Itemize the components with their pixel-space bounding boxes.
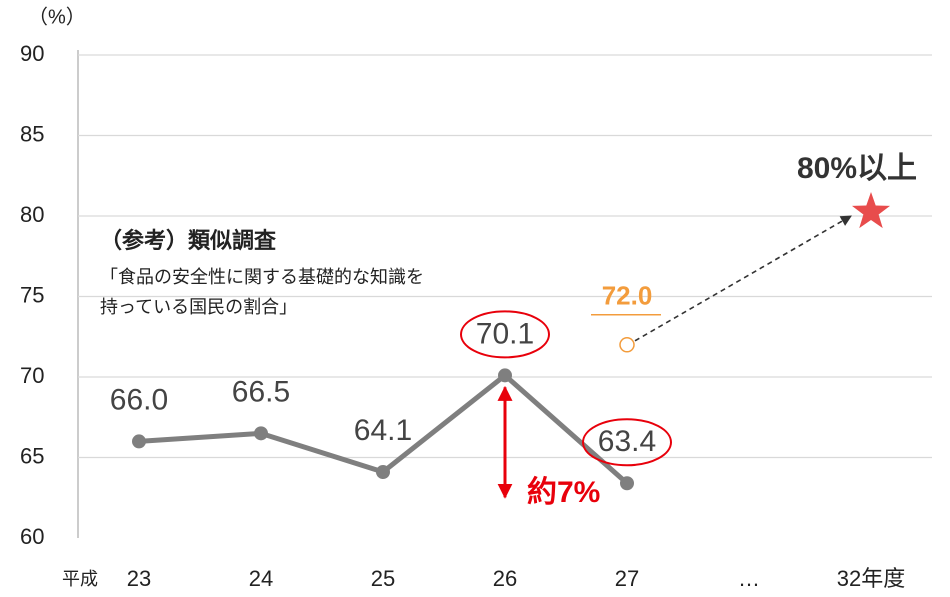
point (376, 464, 390, 479)
unit-label: （%） (28, 5, 86, 28)
value-label: 63.4 (598, 425, 656, 458)
point (620, 476, 634, 491)
point (498, 368, 512, 383)
x-tick-label: 27 (615, 566, 639, 591)
point (132, 434, 146, 449)
y-tick-label: 75 (20, 282, 44, 307)
target-connector (634, 215, 852, 342)
target-star (851, 192, 891, 229)
value-label: 80%以上 (797, 152, 917, 185)
annotation: 約7% (527, 476, 600, 509)
x-tick-label: 24 (249, 566, 273, 591)
value-label: 66.5 (232, 375, 290, 408)
x-tick-label: 23 (127, 566, 151, 591)
annotation: 持っている国民の割合」 (100, 297, 297, 317)
highlight-circle (460, 310, 550, 359)
x-tick-label: … (738, 566, 760, 591)
value-label: 66.0 (110, 383, 168, 416)
value-label: 72.0 (602, 281, 653, 311)
y-tick-label: 85 (20, 121, 44, 146)
point (619, 337, 635, 353)
x-axis-label: 平成 (62, 569, 98, 589)
y-tick-label: 60 (20, 524, 44, 549)
annotation: 「食品の安全性に関する基礎的な知識を (100, 267, 424, 287)
annotation: （参考）類似調査 (100, 228, 277, 253)
value-label: 64.1 (354, 414, 412, 447)
y-tick-label: 80 (20, 202, 44, 227)
x-tick-label: 32年度 (837, 566, 905, 591)
y-tick-label: 70 (20, 363, 44, 388)
y-tick-label: 65 (20, 443, 44, 468)
x-tick-label: 26 (493, 566, 517, 591)
value-label: 70.1 (476, 317, 534, 350)
y-tick-label: 90 (20, 41, 44, 66)
point (254, 426, 268, 441)
highlight-circle (582, 418, 672, 467)
x-tick-label: 25 (371, 566, 395, 591)
